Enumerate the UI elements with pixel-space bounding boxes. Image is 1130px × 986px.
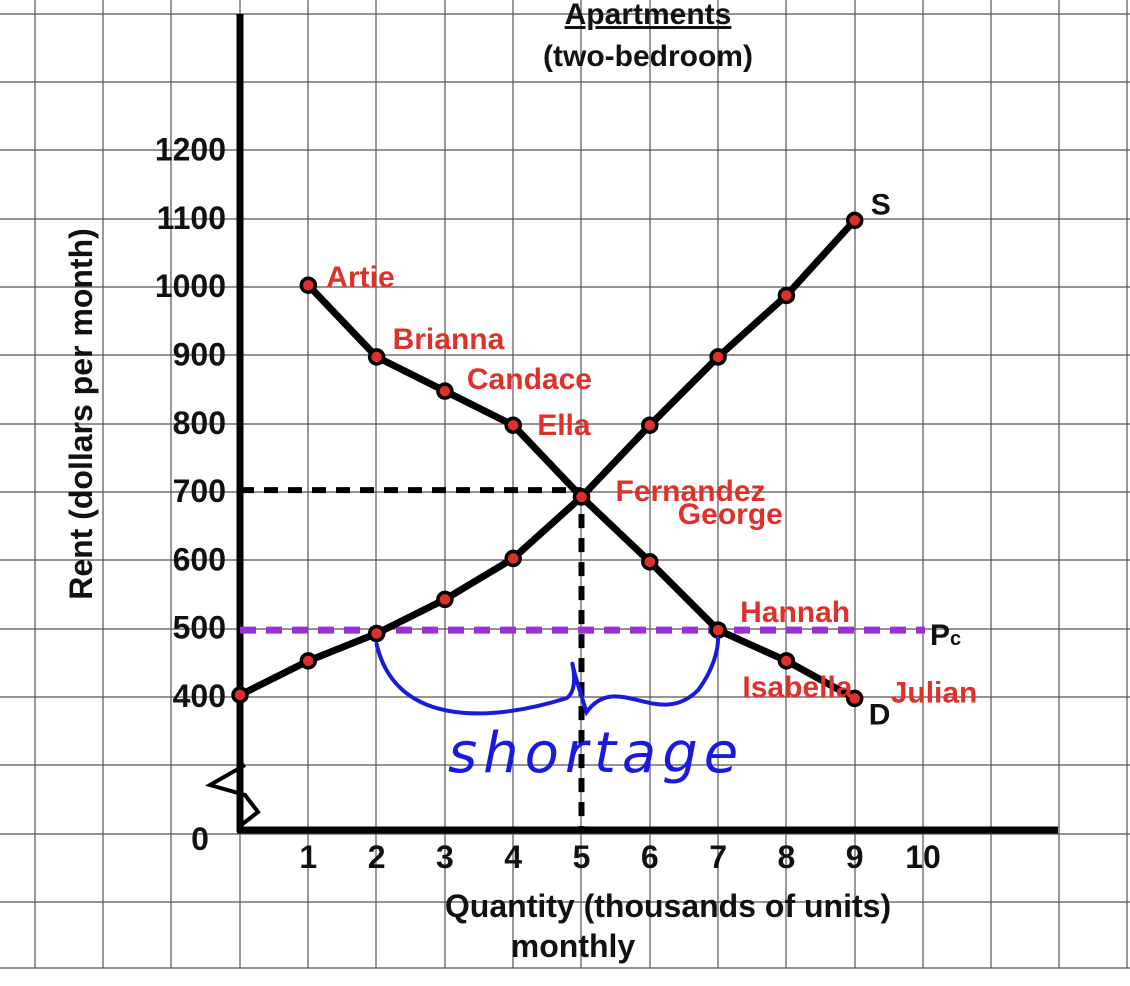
supply-curve-label: S xyxy=(871,188,891,221)
demand-point-name: Julian xyxy=(891,676,978,709)
chart-subtitle: (two-bedroom) xyxy=(543,40,753,73)
chart-title: Apartments xyxy=(565,0,732,31)
supply-curve xyxy=(238,217,858,699)
y-axis-label: Rent (dollars per month) xyxy=(63,228,99,600)
demand-point-name: Brianna xyxy=(393,323,505,356)
demand-point xyxy=(845,689,864,708)
x-axis-label-line2: monthly xyxy=(511,928,636,964)
demand-point xyxy=(367,348,386,366)
tick-labels: 1 2 3 4 5 6 7 8 9 10 400 500 600 700 800 900 1000 1100 120… xyxy=(155,132,941,875)
y-tick-label: 500 xyxy=(173,610,226,646)
supply-point xyxy=(845,211,864,230)
y-tick-label: 400 xyxy=(173,678,226,714)
y-tick-label: 1000 xyxy=(155,268,226,304)
shortage-text: shortage xyxy=(448,721,744,786)
equilibrium-guides xyxy=(240,487,585,830)
demand-curve-label: D xyxy=(869,698,891,731)
demand-point-name: Candace xyxy=(467,363,592,396)
shortage-annotation: shortage xyxy=(374,636,744,786)
supply-point xyxy=(641,416,659,434)
y-tick-label: 1200 xyxy=(155,132,226,168)
y-tick-label: 700 xyxy=(173,473,226,509)
supply-point xyxy=(299,652,318,670)
y-tick-label: 800 xyxy=(173,405,226,441)
supply-point xyxy=(436,590,454,609)
origin-label: 0 xyxy=(191,821,209,857)
demand-point xyxy=(572,488,591,506)
demand-point xyxy=(641,553,659,571)
y-tick-label: 900 xyxy=(173,337,226,373)
x-axis-label: Quantity (thousands of units) xyxy=(445,888,891,924)
axis-break-mark xyxy=(204,763,261,828)
demand-point-name: George xyxy=(678,498,783,531)
x-tick-label: 10 xyxy=(905,839,941,875)
x-tick-label: 1 xyxy=(299,839,317,875)
x-tick-label: 9 xyxy=(846,839,864,875)
x-tick-label: 7 xyxy=(709,839,727,875)
demand-point xyxy=(709,621,727,639)
demand-point-name: Artie xyxy=(326,261,394,294)
price-ceiling-label: Pc xyxy=(930,619,961,652)
demand-point xyxy=(436,382,454,400)
x-tick-label: 3 xyxy=(436,839,454,875)
series-group: SD xyxy=(231,188,891,731)
demand-point-name: Ella xyxy=(537,409,591,442)
supply-point xyxy=(504,549,522,568)
demand-point-name: Fernandez xyxy=(616,475,766,508)
shortage-brace xyxy=(374,636,721,717)
supply-point xyxy=(709,348,727,366)
y-tick-label: 1100 xyxy=(157,200,226,236)
x-tick-label: 6 xyxy=(641,839,659,875)
y-tick-label: 600 xyxy=(173,541,226,577)
x-tick-label: 2 xyxy=(368,839,386,875)
x-tick-label: 8 xyxy=(778,839,796,875)
x-tick-label: 4 xyxy=(504,839,522,875)
x-tick-label: 5 xyxy=(573,839,591,875)
demand-point xyxy=(777,652,796,670)
demand-point xyxy=(504,416,522,434)
demand-point-name: Isabella xyxy=(742,671,852,704)
demand-point xyxy=(299,276,318,294)
supply-point xyxy=(367,624,386,643)
price-ceiling: Pc xyxy=(240,619,961,652)
supply-point xyxy=(777,286,796,305)
supply-point xyxy=(231,686,249,704)
demand-point-name: Hannah xyxy=(740,596,850,629)
